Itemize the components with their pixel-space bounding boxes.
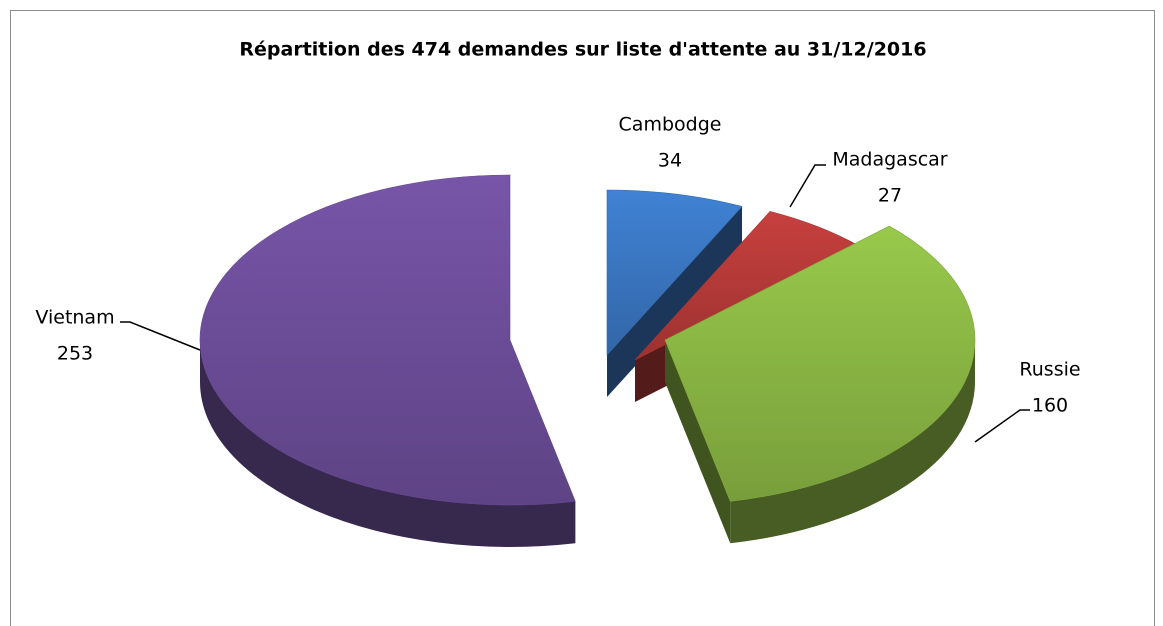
slice-label: Cambodge [619, 114, 722, 136]
chart-frame [10, 10, 1155, 626]
slice-side [665, 340, 731, 544]
slice-label: Vietnam [35, 307, 114, 329]
slice-value: 34 [658, 150, 682, 172]
slice-value: 27 [878, 185, 902, 207]
slice-value: 253 [57, 343, 93, 365]
slice-value: 160 [1032, 395, 1068, 417]
leader-line [974, 409, 1030, 443]
slice [606, 189, 743, 356]
chart-title: Répartition des 474 demandes sur liste d… [239, 39, 926, 61]
slice-side [607, 206, 743, 397]
slice-wall [730, 340, 975, 544]
leader-line [120, 321, 201, 351]
slice-wall [200, 340, 576, 547]
slice-label: Madagascar [832, 149, 947, 171]
slice [664, 225, 976, 502]
slice-label: Russie [1019, 359, 1080, 381]
leader-line [789, 164, 826, 208]
slice [199, 174, 576, 506]
